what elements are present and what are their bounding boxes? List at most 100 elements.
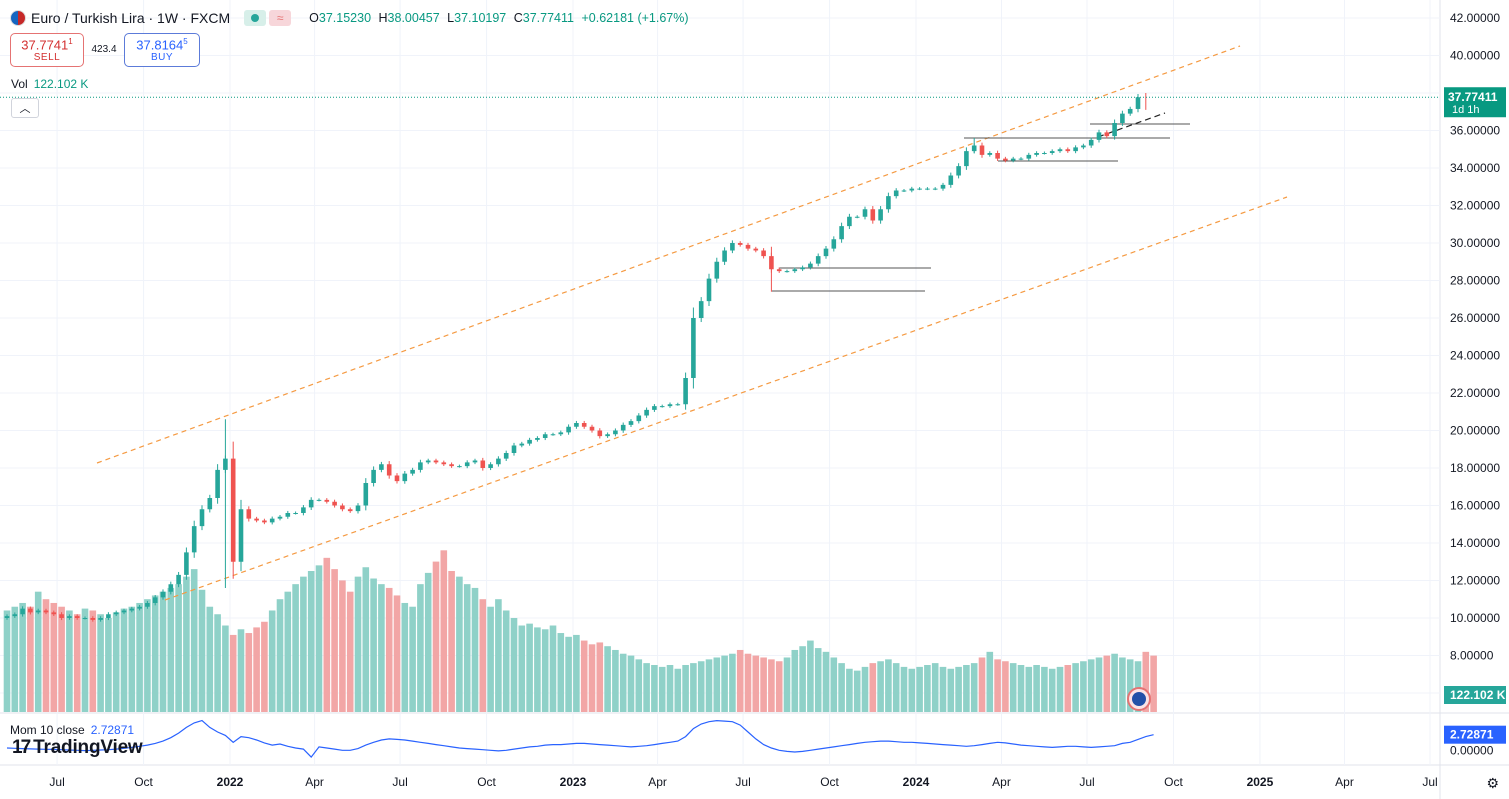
price-tick-label: 12.00000 xyxy=(1450,574,1500,588)
candle xyxy=(964,147,969,170)
volume-bar xyxy=(167,587,175,712)
sell-price: 37.77411 xyxy=(21,36,73,53)
candle-body xyxy=(862,209,868,217)
gear-icon[interactable]: ⚙ xyxy=(1486,775,1499,791)
candle-body xyxy=(472,460,478,463)
data-wave-icon[interactable]: ≈ xyxy=(269,10,292,26)
candle xyxy=(839,222,844,243)
candle-body xyxy=(597,430,603,437)
volume-bar xyxy=(721,655,728,712)
candle xyxy=(238,499,244,572)
candle xyxy=(519,441,525,448)
candle xyxy=(199,505,205,531)
candle xyxy=(137,604,142,611)
symbol-title[interactable]: Euro / Turkish Lira · 1W · FXCM xyxy=(31,10,231,26)
candle xyxy=(511,442,517,456)
candle-body xyxy=(67,616,72,618)
candle-body xyxy=(1003,158,1008,161)
candle xyxy=(893,188,899,199)
volume-bar xyxy=(362,567,370,712)
volume-bar xyxy=(128,606,136,712)
volume-label: Vol xyxy=(11,77,28,91)
time-tick-label: Jul xyxy=(1422,775,1437,789)
price-tick-label: 28.00000 xyxy=(1450,274,1500,288)
volume-bar xyxy=(1056,666,1064,712)
candle-body xyxy=(285,513,291,517)
price-tick-label: 22.00000 xyxy=(1450,386,1500,400)
volume-bar xyxy=(736,649,744,712)
volume-bar xyxy=(66,610,73,712)
time-tick-label: Apr xyxy=(1335,775,1354,789)
candle xyxy=(1049,149,1055,155)
ohlc-change: +0.62181 (+1.67%) xyxy=(581,11,689,25)
volume-bar xyxy=(27,606,34,712)
candle xyxy=(1003,156,1008,163)
momentum-line xyxy=(6,719,1154,759)
candle xyxy=(940,182,946,191)
candle-body xyxy=(706,278,712,302)
candle xyxy=(410,467,415,476)
candle xyxy=(1073,145,1078,154)
volume-bars xyxy=(3,550,1157,712)
candle-body xyxy=(152,597,158,603)
volume-bar xyxy=(73,614,81,712)
volume-bar xyxy=(1134,661,1142,712)
candle-body xyxy=(106,614,111,618)
market-open-icon[interactable] xyxy=(244,10,267,26)
volume-bar xyxy=(1002,661,1009,712)
momentum-label: Mom 10 close xyxy=(10,723,85,737)
tradingview-logo[interactable]: 17 TradingView xyxy=(12,737,143,758)
candles xyxy=(4,93,1147,622)
candle xyxy=(847,213,852,230)
time-tick-label: 2025 xyxy=(1247,775,1274,789)
collapse-legend-button[interactable]: ︿ xyxy=(11,98,39,118)
candle-body xyxy=(464,462,470,467)
buy-button[interactable]: 37.81645 BUY xyxy=(124,33,200,67)
volume-bar xyxy=(268,610,276,712)
candle-body xyxy=(698,301,704,318)
sell-label: SELL xyxy=(33,52,61,64)
volume-bar xyxy=(1095,657,1103,712)
volume-bar xyxy=(97,614,104,712)
candle-body xyxy=(620,424,626,431)
candle-body xyxy=(386,464,392,476)
candle-body xyxy=(558,432,564,435)
volume-bar xyxy=(339,580,346,712)
volume-bar xyxy=(830,657,838,712)
volume-bar xyxy=(908,668,916,712)
candle xyxy=(691,307,696,389)
candle-body xyxy=(636,415,642,422)
volume-bar xyxy=(775,661,783,712)
ohlc-open: 37.15230 xyxy=(318,11,372,25)
volume-bar xyxy=(799,646,806,712)
volume-bar xyxy=(939,666,947,712)
candle-body xyxy=(355,505,361,512)
candle xyxy=(1018,157,1024,161)
candle-body xyxy=(176,574,181,585)
candle xyxy=(98,616,103,622)
candle-body xyxy=(917,188,922,190)
volume-bar xyxy=(877,661,884,712)
candle xyxy=(1112,119,1117,140)
candle xyxy=(28,606,33,615)
candle-body xyxy=(613,430,618,435)
candle-body xyxy=(402,473,408,482)
candle xyxy=(347,507,353,513)
volume-bar xyxy=(1025,666,1033,712)
sell-button[interactable]: 37.77411 SELL xyxy=(10,33,84,67)
volume-bar xyxy=(604,646,611,712)
candle-body xyxy=(1088,139,1094,146)
volume-bar xyxy=(261,621,268,712)
candle-body xyxy=(932,188,938,190)
candle xyxy=(433,458,439,465)
candle-body xyxy=(457,466,462,468)
volume-bar xyxy=(853,670,861,712)
candle xyxy=(152,595,158,606)
candle xyxy=(246,506,252,522)
economic-event-icon xyxy=(1127,687,1151,711)
candle xyxy=(51,610,57,617)
candle-body xyxy=(262,520,267,523)
momentum-zero-label: 0.00000 xyxy=(1450,743,1494,757)
candle-body xyxy=(730,243,735,251)
